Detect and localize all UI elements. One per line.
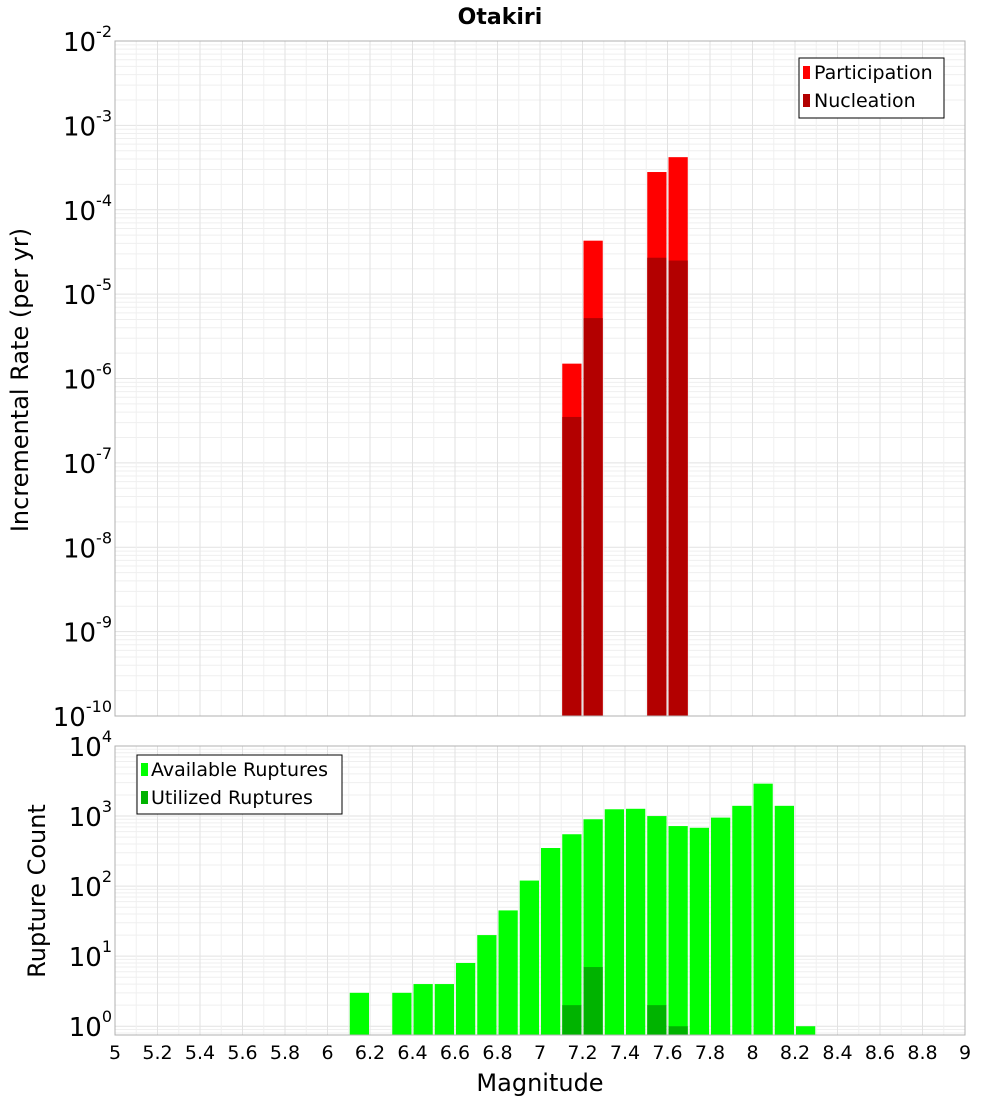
- xtick-label: 6.2: [355, 1042, 385, 1064]
- top-grid: [114, 40, 966, 717]
- bottom-ytick-label: 101: [69, 937, 112, 973]
- xtick-label: 5: [109, 1042, 121, 1064]
- top-y-axis-label: Incremental Rate (per yr): [6, 228, 34, 532]
- top-ytick-label: 10-10: [53, 697, 112, 733]
- bottom-ytick-label: 102: [69, 867, 112, 903]
- xtick-label: 6: [321, 1042, 333, 1064]
- count-bar: [413, 984, 433, 1035]
- top-ytick-label: 10-4: [63, 191, 112, 227]
- top-ytick-label: 10-5: [63, 275, 112, 311]
- rate-bar: [647, 257, 667, 716]
- bottom-bars: [349, 783, 816, 1035]
- count-bar: [689, 827, 709, 1035]
- top-ytick-label: 10-6: [63, 360, 112, 396]
- count-bar: [434, 984, 454, 1035]
- legend-swatch-utilized: [141, 791, 148, 804]
- legend-swatch-nucleation: [803, 94, 810, 107]
- xtick-label: 5.2: [142, 1042, 172, 1064]
- count-bar: [498, 910, 518, 1035]
- legend-label-available: Available Ruptures: [151, 759, 328, 781]
- bottom-x-ticks: 5 5.2 5.4 5.6 5.8 6 6.2 6.4 6.6 6.8 7 7.2 7.4 7.6 7.8 8…: [109, 1042, 971, 1064]
- count-bar: [774, 805, 794, 1035]
- top-ytick-label: 10-2: [63, 22, 112, 58]
- count-bar: [562, 1005, 582, 1035]
- top-ytick-label: 10-3: [63, 106, 112, 142]
- xtick-label: 5.8: [270, 1042, 300, 1064]
- legend-label-participation: Participation: [814, 62, 933, 84]
- count-bar: [604, 809, 624, 1035]
- bottom-ytick-label: 103: [69, 797, 112, 833]
- count-bar: [541, 848, 561, 1035]
- count-bar: [711, 817, 731, 1035]
- rate-bar: [583, 318, 603, 716]
- xtick-label: 8.4: [822, 1042, 852, 1064]
- xtick-label: 8.6: [865, 1042, 895, 1064]
- top-plot-frame: [114, 40, 966, 717]
- bottom-legend-box: [136, 754, 343, 815]
- xtick-label: 5.4: [185, 1042, 215, 1064]
- count-bar: [477, 935, 497, 1035]
- count-bar: [796, 1026, 816, 1035]
- count-bar: [583, 967, 603, 1035]
- top-legend: Participation Nucleation: [798, 57, 945, 119]
- count-bar: [349, 992, 369, 1035]
- legend-swatch-participation: [803, 66, 810, 79]
- count-bar: [668, 826, 688, 1035]
- count-bar: [456, 962, 476, 1035]
- top-bars: [562, 157, 688, 717]
- x-axis-label: Magnitude: [476, 1069, 603, 1097]
- bottom-ytick-label: 104: [69, 727, 112, 763]
- top-legend-box: [798, 57, 945, 119]
- bottom-legend: Available Ruptures Utilized Ruptures: [136, 754, 343, 815]
- top-chart: 10-10 10-9 10-8 10-7 10-6 10-5 10-4 10-3 10-2 In…: [6, 22, 966, 733]
- count-bar: [519, 880, 539, 1035]
- xtick-label: 7.2: [567, 1042, 597, 1064]
- xtick-label: 6.8: [482, 1042, 512, 1064]
- xtick-label: 6.4: [397, 1042, 427, 1064]
- legend-label-nucleation: Nucleation: [814, 90, 916, 112]
- legend-label-utilized: Utilized Ruptures: [151, 787, 313, 809]
- count-bar: [732, 805, 752, 1035]
- xtick-label: 8.8: [907, 1042, 937, 1064]
- count-bar: [647, 816, 667, 1035]
- count-bar: [626, 808, 646, 1035]
- legend-swatch-available: [141, 763, 148, 776]
- chart-title: Otakiri: [458, 5, 543, 30]
- rate-bar: [668, 260, 688, 716]
- count-bar: [392, 992, 412, 1035]
- count-bar: [668, 1026, 688, 1035]
- count-bar: [647, 1005, 667, 1035]
- bottom-y-ticks: 100 101 102 103 104: [69, 727, 112, 1043]
- xtick-label: 7: [534, 1042, 546, 1064]
- count-bar: [562, 834, 582, 1035]
- count-bar: [753, 783, 773, 1035]
- top-ytick-label: 10-8: [63, 528, 112, 564]
- xtick-label: 6.6: [440, 1042, 470, 1064]
- xtick-label: 5.6: [227, 1042, 257, 1064]
- xtick-label: 7.8: [695, 1042, 725, 1064]
- xtick-label: 8.2: [780, 1042, 810, 1064]
- bottom-plot-frame: [114, 745, 966, 1036]
- bottom-ytick-label: 100: [69, 1007, 112, 1043]
- top-ytick-label: 10-7: [63, 444, 112, 480]
- bottom-y-axis-label: Rupture Count: [23, 804, 51, 978]
- top-ytick-label: 10-9: [63, 613, 112, 649]
- rate-bar: [562, 416, 582, 716]
- xtick-label: 7.6: [652, 1042, 682, 1064]
- xtick-label: 9: [959, 1042, 971, 1064]
- bottom-chart: 100 101 102 103 104 5 5.2 5.4 5.6 5.8 6 6.2 6.4 6.6 6…: [23, 727, 971, 1097]
- xtick-label: 8: [746, 1042, 758, 1064]
- top-y-ticks: 10-10 10-9 10-8 10-7 10-6 10-5 10-4 10-3 10-2: [53, 22, 112, 733]
- xtick-label: 7.4: [610, 1042, 640, 1064]
- bottom-grid: [114, 745, 966, 1035]
